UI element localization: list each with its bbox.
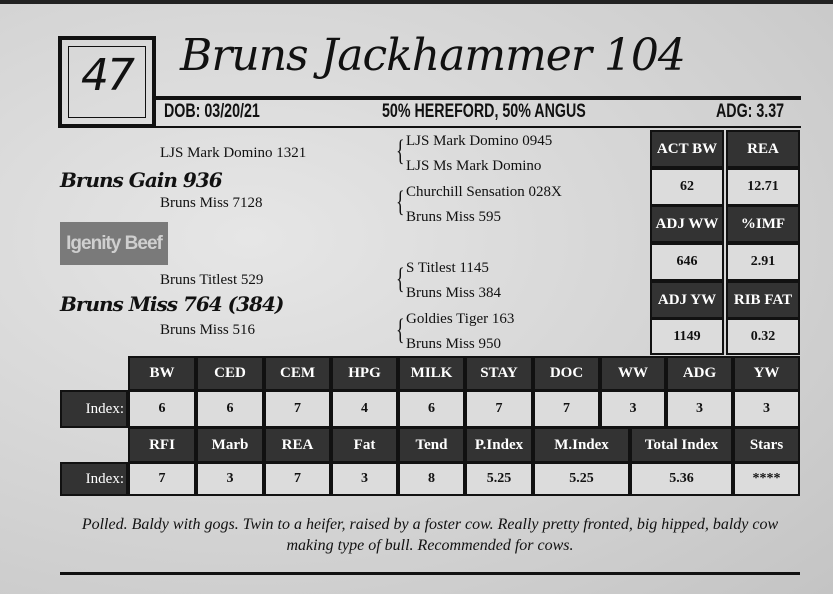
lot-number-frame [58,36,156,128]
grandparent: Goldies Tiger 163 [406,311,515,327]
index-header: MILK [398,356,465,391]
index-header: CED [196,356,264,391]
index-header: M.Index [533,427,630,463]
footer-divider [60,572,800,575]
index-header: Total Index [630,427,733,463]
index-value: 7 [533,390,600,428]
index-value: 5.25 [465,462,533,496]
index-header: DOC [533,356,600,391]
header-divider [156,96,801,100]
index-header: YW [733,356,800,391]
brace: { [396,262,405,295]
index-header: REA [264,427,331,463]
index-value: 6 [398,390,465,428]
dam-dam: Bruns Miss 516 [160,322,256,338]
index-header: HPG [331,356,398,391]
stat-label: ACT BW [650,130,724,168]
notes: Polled. Baldy with gogs. Twin to a heife… [81,516,779,554]
sire-sire: LJS Mark Domino 1321 [160,145,307,161]
breed: 50% HEREFORD, 50% ANGUS [382,101,586,122]
grandparent: Churchill Sensation 028X [406,184,562,200]
index-value: 6 [196,390,264,428]
index-row-label: Index: [60,462,128,496]
index-value: 4 [331,390,398,428]
stat-value: 646 [650,243,724,281]
index-value: 5.36 [630,462,733,496]
grandparent: LJS Mark Domino 0945 [406,133,553,149]
index-header: CEM [264,356,331,391]
index-value: 3 [733,390,800,428]
top-border [0,0,833,4]
index-value: 3 [196,462,264,496]
animal-name: Bruns Jackhammer 104 [180,30,686,81]
sire: Bruns Gain 936 [60,168,223,192]
sire-dam: Bruns Miss 7128 [160,195,263,211]
grandparent: Bruns Miss 950 [406,336,502,352]
index-header: Stars [733,427,800,463]
index-row-label: Index: [60,390,128,428]
index-value: 3 [600,390,666,428]
brace: { [396,313,405,346]
stat-value: 2.91 [726,243,800,281]
index-value: **** [733,462,800,496]
index-header: RFI [128,427,196,463]
index-value: 7 [128,462,196,496]
index-value: 6 [128,390,196,428]
brace: { [396,134,405,167]
index-value: 3 [331,462,398,496]
index-value: 7 [264,390,331,428]
index-header: ADG [666,356,733,391]
grandparent: S Titlest 1145 [406,260,489,276]
index-value: 3 [666,390,733,428]
lot-number: 47 [81,50,135,101]
index-value: 5.25 [533,462,630,496]
stat-label: ADJ WW [650,205,724,243]
dob: DOB: 03/20/21 [164,101,260,122]
index-header: P.Index [465,427,533,463]
header-divider-bottom [156,126,801,128]
index-header: Marb [196,427,264,463]
index-header: Fat [331,427,398,463]
dam-sire: Bruns Titlest 529 [160,272,264,288]
index-header: STAY [465,356,533,391]
stat-label: RIB FAT [726,281,800,319]
stat-label: REA [726,130,800,168]
dam: Bruns Miss 764 (384) [60,292,284,316]
stat-label: %IMF [726,205,800,243]
grandparent: LJS Ms Mark Domino [406,158,542,174]
igenity-beef-logo: Igenity Beef [60,222,168,265]
index-value: 7 [264,462,331,496]
grandparent: Bruns Miss 384 [406,285,502,301]
grandparent: Bruns Miss 595 [406,209,502,225]
stat-label: ADJ YW [650,281,724,319]
stat-value: 62 [650,168,724,206]
index-value: 8 [398,462,465,496]
index-value: 7 [465,390,533,428]
index-header: Tend [398,427,465,463]
stat-value: 1149 [650,318,724,355]
stat-value: 12.71 [726,168,800,206]
brace: { [396,185,405,218]
index-header: WW [600,356,666,391]
adg: ADG: 3.37 [716,101,785,122]
index-header: BW [128,356,196,391]
stat-value: 0.32 [726,318,800,355]
